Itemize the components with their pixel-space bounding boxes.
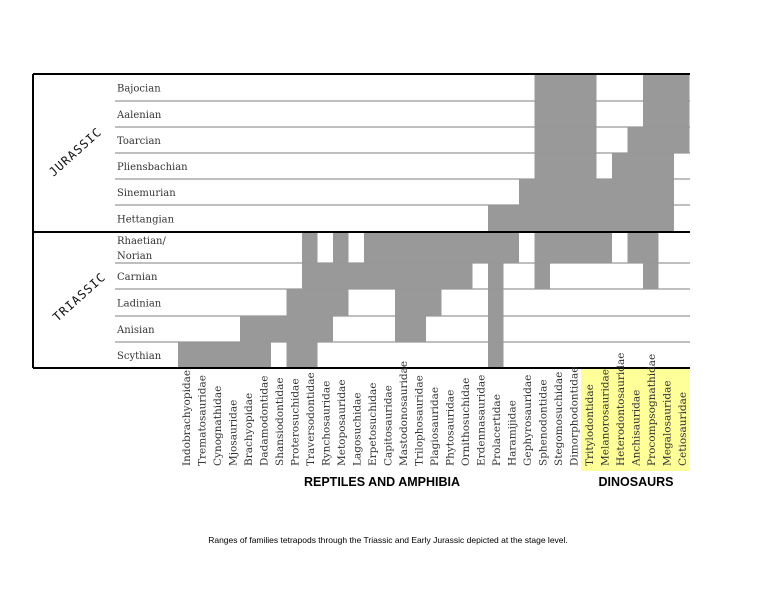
family-label-cynognathidae: Cynognathidae xyxy=(212,386,224,466)
family-label-dimorphodontidae: Dimorphodontidae xyxy=(568,367,580,466)
range-bar-metoposauridae xyxy=(333,232,349,316)
figure-caption: Ranges of families tetrapods through the… xyxy=(208,535,568,545)
dinosaur-highlight-layer xyxy=(581,368,690,471)
stage-label-pliensbachian: Pliensbachian xyxy=(117,162,188,173)
group-label-reptiles-amphibia: REPTILES AND AMPHIBIA xyxy=(304,475,460,489)
range-bar-haramijidae xyxy=(503,205,519,263)
family-label-stegomosuchidae: Stegomosuchidae xyxy=(553,372,565,466)
stage-label-rhaetian-norian: Rhaetian/ xyxy=(117,236,166,247)
family-label-mjosauridae: Mjosauridae xyxy=(227,400,239,466)
family-label-megalosauridae: Megalosauridae xyxy=(661,380,673,466)
range-bar-mjosauridae xyxy=(224,342,240,368)
stage-label-hettangian: Hettangian xyxy=(117,215,175,226)
family-label-shansiodontidae: Shansiodontidae xyxy=(274,377,286,466)
stage-label-toarcian: Toarcian xyxy=(117,136,161,147)
range-bar-lagosuchidae xyxy=(348,263,364,289)
stage-label-rhaetian-norian: Norian xyxy=(117,251,153,262)
range-bar-proterosuchidae xyxy=(286,289,302,368)
range-bar-phytosauridae xyxy=(441,232,457,289)
stage-label-aalenian: Aalenian xyxy=(116,110,162,121)
range-bar-heterodontosauridae xyxy=(612,153,628,232)
range-bar-dimorphodontidae xyxy=(565,74,581,263)
family-label-brachyopidae: Brachyopidae xyxy=(243,393,255,466)
range-bar-erdennasauridae xyxy=(472,232,488,263)
range-bar-trilophosauridae xyxy=(410,232,426,342)
family-label-plagiosauridae: Plagiosauridae xyxy=(429,387,441,466)
range-bar-tritylodontidae xyxy=(581,74,597,263)
family-label-melanorosauridae: Melanorosauridae xyxy=(599,369,611,466)
family-label-ornithosuchidae: Ornithosuchidae xyxy=(460,378,472,466)
period-label-triassic: TRIASSIC xyxy=(50,270,108,324)
range-bar-capitosauridae xyxy=(379,232,395,289)
dinosaurs-highlight xyxy=(581,368,690,471)
range-bar-indobrachyopidae xyxy=(178,342,194,368)
range-bar-trematosauridae xyxy=(193,342,209,368)
family-label-gephyrosauridae: Gephyrosauridae xyxy=(522,375,534,466)
family-label-rynchosauridae: Rynchosauridae xyxy=(320,381,332,466)
family-label-capitosauridae: Capitosauridae xyxy=(382,385,394,466)
family-label-trematosauridae: Trematosauridae xyxy=(196,375,208,466)
range-bar-cetiosauridae xyxy=(674,74,690,153)
family-label-lagosuchidae: Lagosuchidae xyxy=(351,392,363,466)
range-bar-procompsognathidae xyxy=(643,74,659,289)
family-label-proterosuchidae: Proterosuchidae xyxy=(289,378,301,466)
stage-label-scythian: Scythian xyxy=(117,351,162,362)
family-label-anchisauridae: Anchisauridae xyxy=(630,390,642,467)
range-bars xyxy=(178,74,690,368)
family-label-indobrachyopidae: Indobrachyopidae xyxy=(181,370,193,466)
family-label-traversodontidae: Traversodontidae xyxy=(305,372,317,466)
range-bar-traversodontidae xyxy=(302,232,318,368)
range-bar-ornithosuchidae xyxy=(457,232,473,289)
family-label-mastodonosauridae: Mastodonosauridae xyxy=(398,361,410,466)
family-label-phytosauridae: Phytosauridae xyxy=(444,390,456,466)
range-bar-melanorosauridae xyxy=(596,179,612,263)
range-bar-plagiosauridae xyxy=(426,232,442,316)
family-label-procompsognathidae: Procompsognathidae xyxy=(646,354,658,466)
chart-labels: Scythian Anisian Ladinian Carnian Rhaetian/N… xyxy=(46,84,689,546)
family-label-prolacertidae: Prolacertidae xyxy=(491,394,503,466)
stage-label-ladinian: Ladinian xyxy=(117,299,162,310)
family-label-erpetosuchidae: Erpetosuchidae xyxy=(367,382,379,466)
range-bar-rynchosauridae xyxy=(317,263,333,342)
stage-label-anisian: Anisian xyxy=(116,325,155,336)
family-label-tritylodontidae: Tritylodontidae xyxy=(584,384,596,466)
range-bar-prolacertidae xyxy=(488,205,504,368)
range-bar-stegomosuchidae xyxy=(550,74,566,263)
period-frame xyxy=(32,73,690,369)
group-label-dinosaurs: DINOSAURS xyxy=(598,475,673,489)
family-label-dadamodontidae: Dadamodontidae xyxy=(258,375,270,466)
stage-label-sinemurian: Sinemurian xyxy=(117,188,176,199)
period-label-jurassic: JURASSIC xyxy=(46,125,104,179)
family-label-haramijidae: Haramijidae xyxy=(506,400,518,466)
family-label-metoposauridae: Metoposauridae xyxy=(336,379,348,466)
family-label-heterodontosauridae: Heterodontosauridae xyxy=(615,353,627,466)
family-label-cetiosauridae: Cetiosauridae xyxy=(677,392,689,466)
range-bar-anchisauridae xyxy=(627,127,643,263)
family-label-erdennasauridae: Erdennasauridae xyxy=(475,375,487,466)
family-label-trilophosauridae: Trilophosauridae xyxy=(413,375,425,466)
stage-gridlines xyxy=(115,100,690,343)
stage-label-bajocian: Bajocian xyxy=(117,84,161,95)
range-bar-erpetosuchidae xyxy=(364,232,380,289)
range-bar-shansiodontidae xyxy=(271,316,287,342)
range-bar-mastodonosauridae xyxy=(395,232,411,342)
range-bar-sphenodontidae xyxy=(534,74,550,289)
range-bar-cynognathidae xyxy=(209,342,225,368)
stage-label-carnian: Carnian xyxy=(117,272,158,283)
family-label-sphenodontidae: Sphenodontidae xyxy=(537,379,549,466)
